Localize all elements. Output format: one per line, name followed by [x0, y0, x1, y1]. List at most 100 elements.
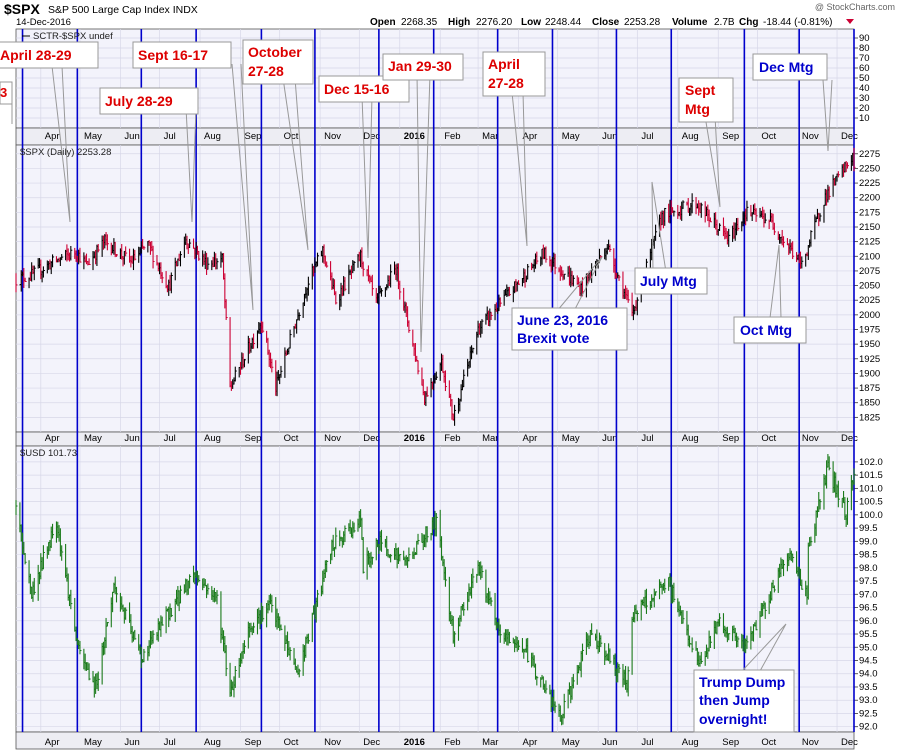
month-label: Feb	[444, 131, 460, 142]
month-label: Jun	[602, 131, 617, 142]
y-tick-label: 2025	[859, 295, 880, 306]
sctr-title: SCTR-$SPX undef	[33, 31, 113, 42]
watermark: @ StockCharts.com	[815, 2, 895, 12]
y-tick-label: 99.0	[859, 536, 878, 547]
y-tick-label: 101.5	[859, 470, 883, 481]
spx-title: $SPX (Daily) 2253.28	[20, 147, 111, 158]
usd-price-bars	[15, 454, 856, 726]
month-label: Sep	[722, 433, 739, 444]
trump-label-2: then Jump	[699, 692, 770, 708]
y-tick-label: 2175	[859, 207, 880, 218]
y-tick-label: 1900	[859, 368, 880, 379]
month-label: Apr	[523, 737, 538, 748]
jan-29-30-label: Jan 29-30	[388, 58, 452, 74]
month-label: Aug	[682, 131, 699, 142]
y-tick-label: 98.0	[859, 563, 878, 574]
y-tick-label: 10	[859, 113, 870, 124]
month-label: Apr	[45, 433, 60, 444]
trump-label-3: overnight!	[699, 711, 767, 727]
october-label: October	[248, 44, 302, 60]
month-label: Jul	[641, 131, 653, 142]
month-label: Aug	[682, 737, 699, 748]
close-value: 2253.28	[624, 17, 661, 28]
brexit-vote-label: Brexit vote	[517, 330, 590, 346]
y-tick-label: 93.0	[859, 695, 878, 706]
month-label: Jun	[124, 433, 139, 444]
y-tick-label: 40	[859, 83, 870, 94]
y-tick-label: 1825	[859, 412, 880, 423]
month-label: Nov	[324, 131, 341, 142]
month-label: Dec	[841, 433, 858, 444]
y-tick-label: 2075	[859, 266, 880, 277]
month-label: Aug	[204, 737, 221, 748]
chart-header: $SPX S&P 500 Large Cap Index INDX 14-Dec…	[4, 1, 895, 28]
oct-mtg-label: Oct Mtg	[740, 322, 792, 338]
y-tick-label: 20	[859, 103, 870, 114]
y-tick-label: 2000	[859, 310, 880, 321]
month-label: May	[562, 131, 580, 142]
y-tick-label: 94.0	[859, 669, 878, 680]
svg-text:3: 3	[0, 85, 7, 100]
y-tick-label: 100.0	[859, 510, 883, 521]
y-tick-label: 95.0	[859, 642, 878, 653]
month-label: Oct	[761, 131, 776, 142]
y-tick-label: 2100	[859, 251, 880, 262]
month-label: Jul	[641, 433, 653, 444]
y-tick-label: 101.0	[859, 483, 883, 494]
y-tick-label: 2150	[859, 222, 880, 233]
y-tick-label: 92.5	[859, 708, 878, 719]
y-tick-label: 100.5	[859, 497, 883, 508]
month-label: Nov	[802, 737, 819, 748]
october-27-28-label: 27-28	[248, 63, 284, 79]
date-band-bottom	[15, 731, 855, 750]
month-label: Jul	[164, 131, 176, 142]
y-tick-label: 70	[859, 53, 870, 64]
fed-meeting-lines	[21, 29, 855, 732]
y-tick-label: 94.5	[859, 656, 878, 667]
month-label: May	[562, 737, 580, 748]
month-label: Jun	[124, 131, 139, 142]
month-label: Nov	[802, 433, 819, 444]
month-label: Dec	[841, 131, 858, 142]
sept-16-17-label: Sept 16-17	[138, 47, 208, 63]
y-tick-label: 2275	[859, 149, 880, 160]
month-label: Jun	[124, 737, 139, 748]
month-label: Mar	[482, 131, 498, 142]
month-label: Dec	[841, 737, 858, 748]
month-label: Oct	[284, 433, 299, 444]
usd-title: $USD 101.73	[20, 448, 77, 459]
month-label: May	[562, 433, 580, 444]
month-label: Oct	[761, 737, 776, 748]
y-tick-label: 92.0	[859, 722, 878, 733]
month-label: Nov	[324, 737, 341, 748]
y-tick-label: 2250	[859, 163, 880, 174]
month-label: Nov	[324, 433, 341, 444]
y-tick-label: 96.0	[859, 616, 878, 627]
y-tick-label: 96.5	[859, 603, 878, 614]
volume-label: Volume	[672, 17, 708, 28]
y-tick-label: 97.0	[859, 589, 878, 600]
y-tick-label: 60	[859, 63, 870, 74]
spx-panel	[15, 144, 855, 433]
y-tick-label: 80	[859, 43, 870, 54]
month-label: Oct	[761, 433, 776, 444]
april-label: April	[488, 56, 520, 72]
month-labels: Apr Apr Apr May May May Jun Jun Jun Jul Jul Jul Aug A…	[45, 131, 858, 748]
april-28-29-label: April 28-29	[0, 47, 72, 63]
open-value: 2268.35	[401, 17, 438, 28]
y-tick-label: 2200	[859, 193, 880, 204]
y-tick-label: 102.0	[859, 457, 883, 468]
y-tick-label: 98.5	[859, 550, 878, 561]
y-tick-label: 1975	[859, 325, 880, 336]
month-label: Jul	[164, 737, 176, 748]
month-label: Jul	[641, 737, 653, 748]
month-label: Dec	[363, 737, 380, 748]
brexit-date-label: June 23, 2016	[517, 312, 608, 328]
chg-value: -18.44 (-0.81%)	[763, 17, 832, 28]
month-label: Sep	[722, 131, 739, 142]
month-label: Feb	[444, 737, 460, 748]
month-label: Oct	[284, 737, 299, 748]
month-label: 2016	[404, 433, 425, 444]
y-tick-label: 93.5	[859, 682, 878, 693]
